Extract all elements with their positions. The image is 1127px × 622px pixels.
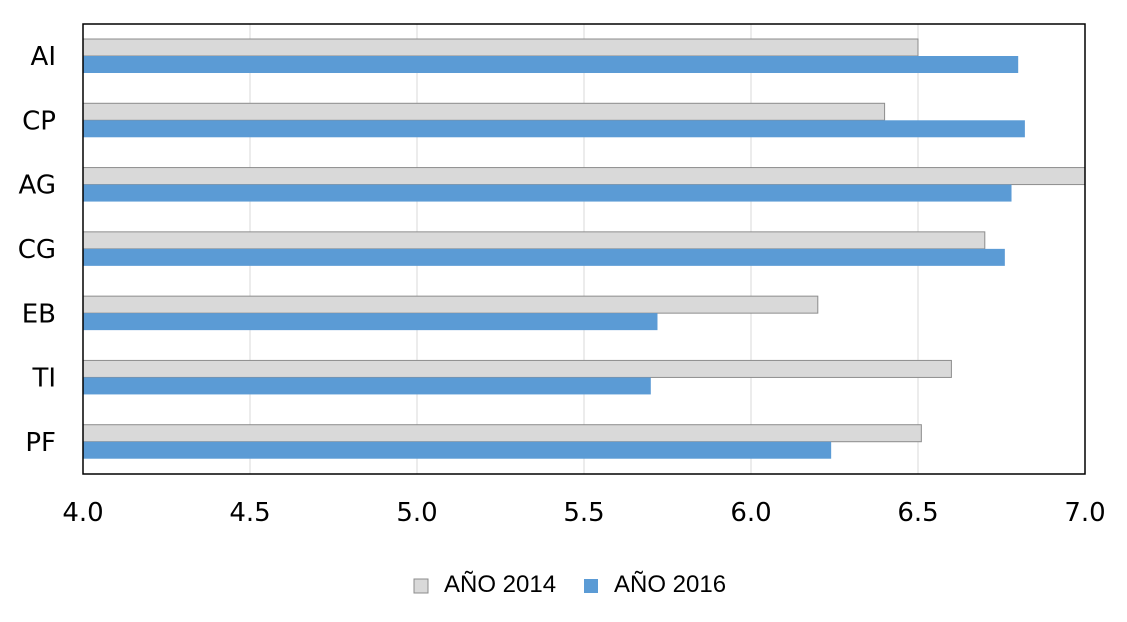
category-label-cp: CP (22, 106, 56, 136)
category-label-ag: AG (19, 171, 56, 201)
bar-2016-ag (83, 184, 1012, 202)
bar-2014-ti (82, 359, 952, 378)
bar-2016-ai (83, 56, 1019, 73)
category-label-ai: AI (31, 42, 56, 72)
legend-label-2016: AÑO 2016 (614, 571, 726, 598)
bar-2014-cg (82, 231, 986, 250)
legend: AÑO 2014 AÑO 2016 (413, 571, 726, 598)
bar-2014-cp (82, 102, 886, 121)
legend-swatch-2016 (584, 579, 598, 593)
x-tick-label: 6.0 (730, 498, 771, 528)
plot-frame (82, 23, 1086, 475)
bars (82, 38, 1086, 459)
x-tick-label: 4.5 (229, 498, 270, 528)
bar-2016-eb (83, 313, 658, 331)
x-tick-label: 4.0 (62, 498, 103, 528)
category-label-ti: TI (31, 364, 56, 394)
x-tick-label: 7.0 (1064, 498, 1105, 528)
bar-2016-ti (83, 377, 651, 395)
bar-2014-pf (82, 424, 922, 443)
bar-2016-cp (83, 120, 1025, 138)
bar-2016-cg (83, 248, 1005, 266)
bar-2014-ag (82, 167, 1086, 186)
bar-2014-eb (82, 295, 819, 314)
x-tick-labels: 4.0 4.5 5.0 5.5 6.0 6.5 7.0 (62, 498, 1105, 528)
legend-swatch-2014 (413, 578, 429, 594)
bar-2014-ai (82, 38, 919, 57)
legend-label-2014: AÑO 2014 (444, 571, 556, 598)
x-tick-label: 6.5 (897, 498, 938, 528)
category-labels: AI CP AG CG EB TI PF (18, 42, 56, 458)
x-tick-label: 5.0 (396, 498, 437, 528)
category-label-cg: CG (18, 235, 56, 265)
bar-2016-pf (83, 441, 832, 459)
category-label-eb: EB (22, 299, 56, 329)
x-tick-label: 5.5 (563, 498, 604, 528)
category-label-pf: PF (25, 428, 56, 458)
